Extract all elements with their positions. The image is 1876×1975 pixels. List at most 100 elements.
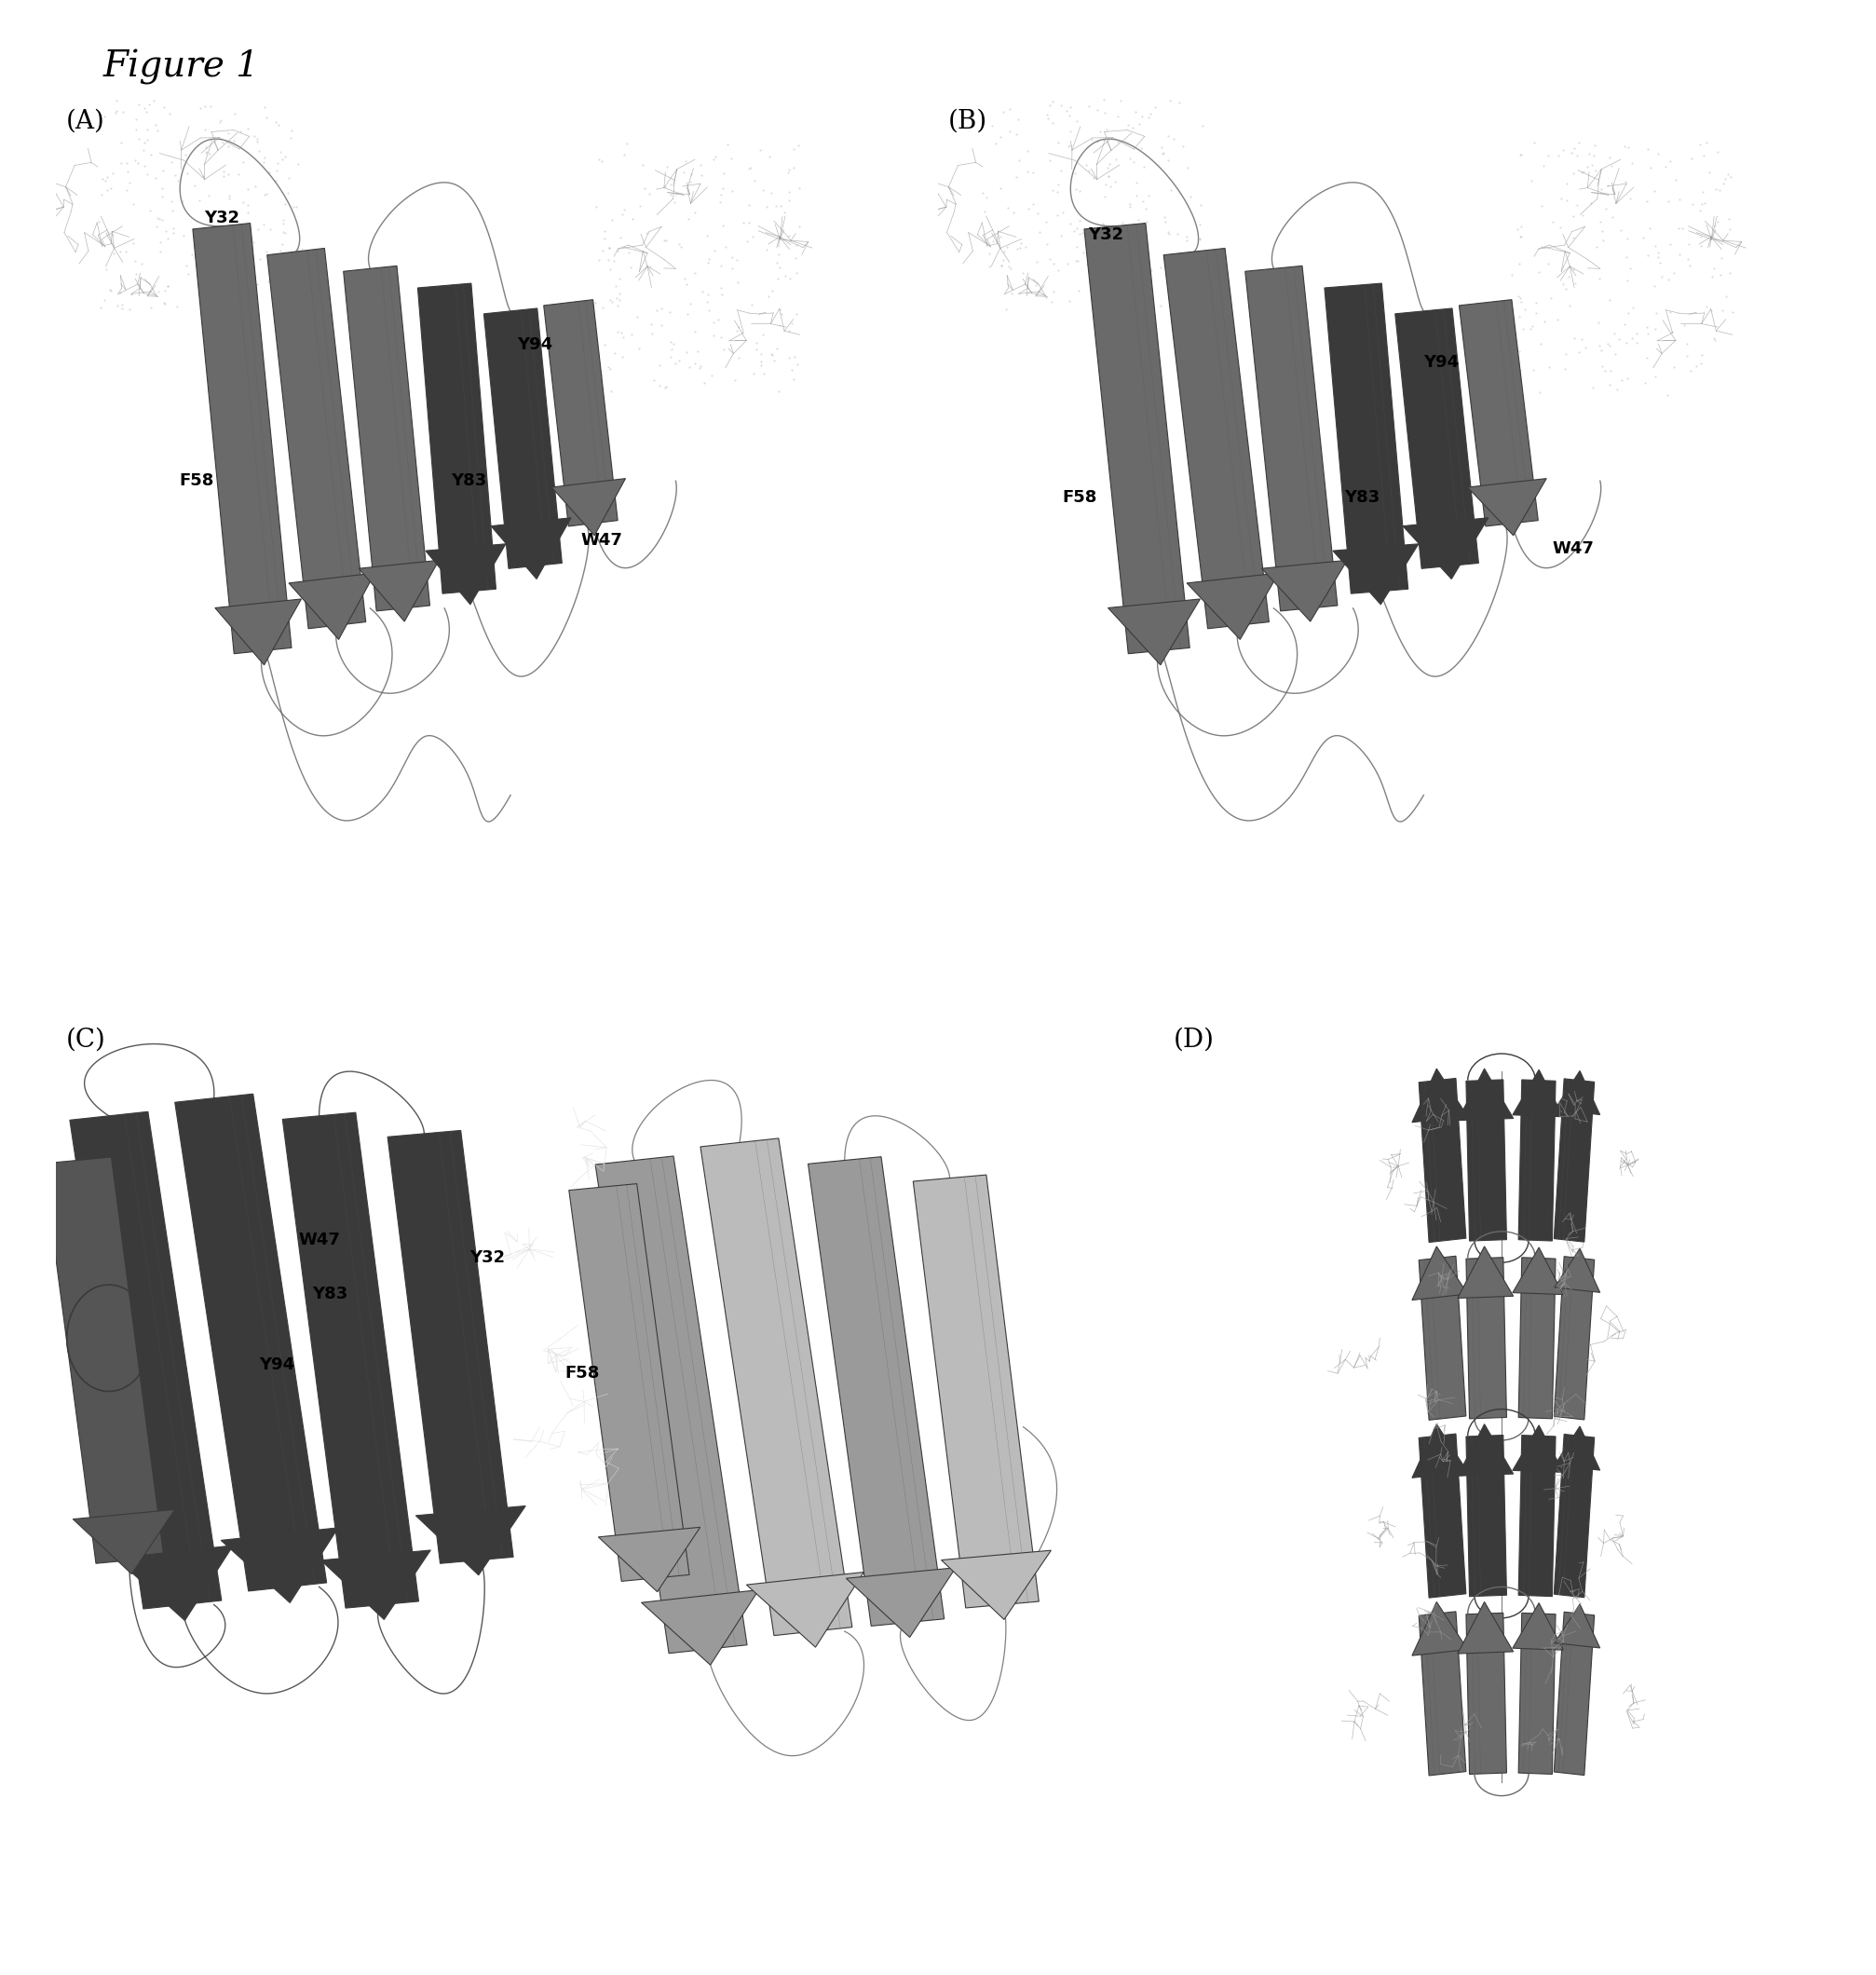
Point	[1503, 300, 1533, 332]
Text: Figure 1: Figure 1	[103, 49, 259, 85]
Point	[679, 198, 709, 229]
Point	[1520, 298, 1550, 330]
Point	[1084, 255, 1114, 286]
Point	[651, 371, 681, 403]
Point	[1062, 245, 1092, 276]
Point	[655, 326, 685, 357]
Point	[602, 316, 632, 348]
Point	[765, 190, 795, 221]
Point	[129, 126, 159, 158]
Point	[1054, 130, 1084, 162]
Point	[126, 247, 156, 278]
Text: (A): (A)	[66, 109, 105, 134]
Point	[679, 257, 709, 288]
Point	[156, 186, 186, 217]
Point	[1127, 245, 1157, 276]
Point	[1677, 188, 1707, 219]
Point	[1632, 134, 1662, 166]
Point	[741, 334, 771, 365]
Point	[1021, 247, 1051, 278]
Point	[636, 308, 666, 340]
Point	[1610, 326, 1640, 357]
Point	[593, 231, 623, 263]
Point	[214, 118, 244, 150]
Point	[1088, 97, 1118, 128]
Point	[1120, 180, 1150, 211]
Point	[1082, 253, 1112, 284]
Point	[1036, 243, 1066, 275]
Point	[779, 342, 809, 373]
Point	[141, 109, 171, 140]
Point	[598, 338, 628, 369]
Point	[762, 247, 792, 278]
Point	[1088, 83, 1118, 115]
Point	[90, 164, 120, 196]
Point	[1156, 245, 1186, 276]
Point	[1707, 168, 1737, 199]
Text: Y94: Y94	[259, 1357, 295, 1373]
Polygon shape	[492, 517, 570, 579]
Point	[705, 180, 735, 211]
Point	[1503, 249, 1533, 280]
Polygon shape	[1418, 1256, 1465, 1420]
Point	[1058, 215, 1088, 247]
Point	[101, 97, 131, 128]
Point	[685, 150, 715, 182]
Point	[113, 148, 143, 180]
Point	[1550, 354, 1580, 385]
Point	[251, 235, 281, 267]
Point	[606, 342, 636, 373]
Point	[141, 211, 171, 243]
Point	[1533, 140, 1563, 172]
Point	[1550, 338, 1580, 369]
Point	[92, 162, 122, 194]
Point	[690, 286, 720, 318]
Point	[118, 227, 148, 259]
Point	[698, 320, 728, 352]
Point	[229, 188, 259, 219]
Point	[711, 128, 741, 160]
Polygon shape	[1418, 1434, 1465, 1598]
Point	[1602, 373, 1632, 405]
Point	[1523, 377, 1553, 409]
Point	[660, 348, 690, 379]
Point	[131, 113, 161, 144]
Polygon shape	[343, 267, 430, 610]
Text: F58: F58	[1062, 490, 1096, 506]
Point	[604, 263, 634, 294]
Point	[1043, 168, 1073, 199]
Point	[1051, 95, 1081, 126]
Point	[764, 239, 794, 271]
Point	[1610, 166, 1640, 198]
Point	[133, 124, 163, 156]
Polygon shape	[289, 573, 375, 640]
Point	[266, 227, 296, 259]
Point	[627, 148, 657, 180]
Point	[1553, 261, 1583, 292]
Point	[266, 263, 296, 294]
Polygon shape	[942, 1550, 1051, 1619]
Point	[1505, 282, 1535, 314]
Point	[1583, 263, 1613, 294]
Point	[692, 247, 722, 278]
Point	[634, 178, 664, 209]
Point	[195, 138, 225, 170]
Point	[1096, 294, 1126, 326]
Point	[1658, 352, 1688, 383]
Point	[715, 142, 745, 174]
Point	[1135, 255, 1165, 286]
Point	[189, 211, 219, 243]
Point	[658, 328, 688, 359]
Point	[625, 190, 655, 221]
Point	[1660, 164, 1690, 196]
Point	[764, 310, 794, 342]
Point	[199, 219, 229, 251]
Point	[1184, 273, 1214, 304]
Polygon shape	[1163, 249, 1268, 628]
Point	[1559, 132, 1589, 164]
Point	[1657, 316, 1687, 348]
Point	[1127, 217, 1157, 249]
Point	[1685, 229, 1715, 261]
Point	[1621, 318, 1651, 350]
Polygon shape	[1394, 308, 1478, 569]
